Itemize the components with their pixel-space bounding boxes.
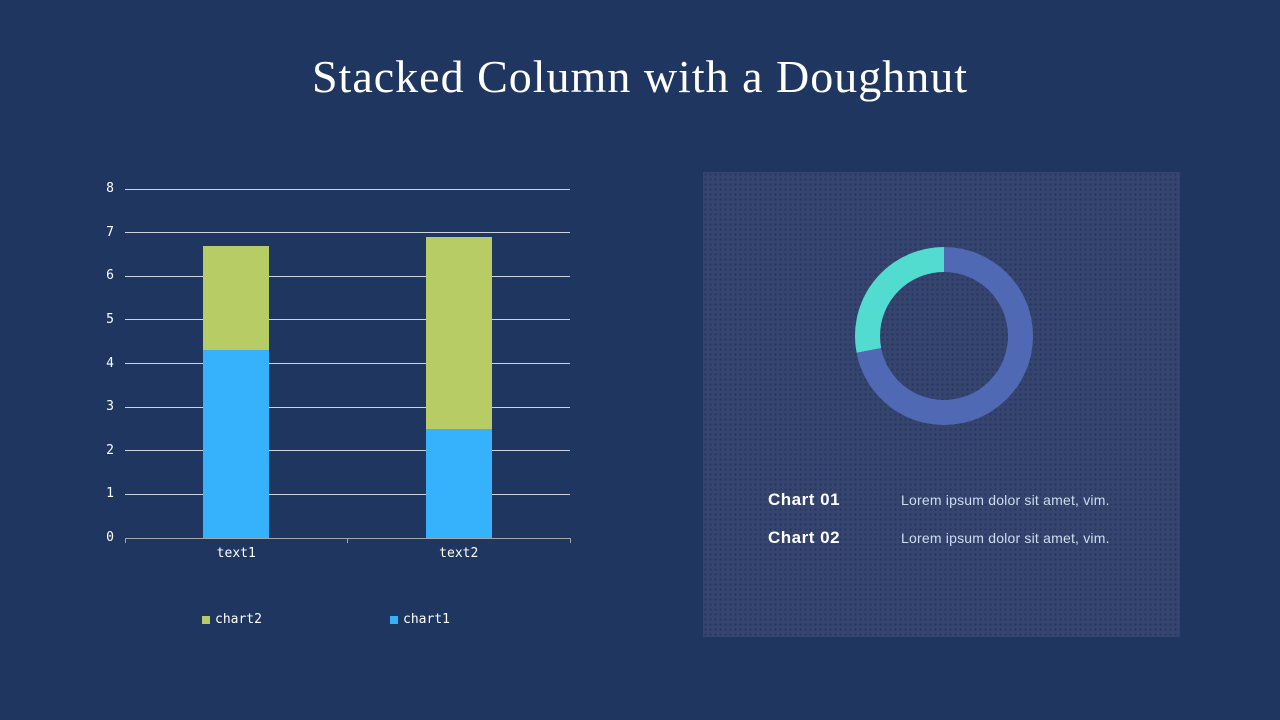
gridline bbox=[125, 232, 570, 234]
gridline bbox=[125, 319, 570, 321]
x-axis-tick bbox=[347, 538, 348, 543]
chart1-swatch-icon bbox=[390, 615, 398, 624]
chart2-swatch-icon bbox=[202, 615, 210, 624]
y-tick-label: 1 bbox=[106, 486, 114, 502]
doughnut-chart bbox=[855, 247, 1033, 425]
doughnut-hole bbox=[880, 272, 1008, 400]
y-tick-label: 3 bbox=[106, 399, 114, 415]
y-tick-label: 7 bbox=[106, 224, 114, 240]
bar-segment-chart1 bbox=[425, 428, 492, 538]
y-tick-label: 5 bbox=[106, 311, 114, 327]
bar-segment-chart1 bbox=[203, 350, 270, 538]
x-axis-tick bbox=[569, 538, 571, 543]
y-tick-label: 0 bbox=[106, 530, 114, 545]
gridline bbox=[125, 275, 570, 277]
bar-segment-chart2 bbox=[203, 245, 270, 351]
panel-row-label: Chart 01 bbox=[768, 490, 841, 509]
bar-chart-legend: chart2 chart1 bbox=[0, 612, 640, 632]
gridline bbox=[125, 188, 570, 190]
doughnut-panel: Chart 01 Lorem ipsum dolor sit amet, vim… bbox=[703, 172, 1180, 637]
x-category-label: text1 bbox=[216, 546, 256, 561]
stacked-column-chart: 0 1 2 3 4 5 6 7 8 text1 text2 bbox=[106, 181, 571, 561]
x-category-label: text2 bbox=[439, 546, 479, 561]
gridline bbox=[125, 363, 570, 364]
legend-item-chart2: chart2 bbox=[202, 612, 262, 627]
panel-row-chart-01: Chart 01 Lorem ipsum dolor sit amet, vim… bbox=[768, 490, 1150, 510]
panel-row-description: Lorem ipsum dolor sit amet, vim. bbox=[901, 492, 1110, 508]
bar-segment-chart2 bbox=[425, 236, 492, 429]
x-axis-tick bbox=[124, 538, 126, 543]
y-tick-label: 6 bbox=[106, 268, 114, 284]
y-tick-label: 4 bbox=[106, 355, 114, 371]
y-tick-label: 8 bbox=[106, 181, 114, 196]
gridline bbox=[125, 493, 570, 495]
y-tick-label: 2 bbox=[106, 442, 114, 458]
legend-label: chart2 bbox=[215, 612, 262, 627]
legend-item-chart1: chart1 bbox=[390, 612, 450, 627]
gridline bbox=[125, 406, 570, 408]
panel-row-label: Chart 02 bbox=[768, 528, 841, 547]
legend-label: chart1 bbox=[403, 612, 450, 627]
panel-row-chart-02: Chart 02 Lorem ipsum dolor sit amet, vim… bbox=[768, 528, 1150, 548]
gridline bbox=[125, 450, 570, 452]
slide-title: Stacked Column with a Doughnut bbox=[311, 51, 969, 102]
panel-row-description: Lorem ipsum dolor sit amet, vim. bbox=[901, 530, 1110, 546]
